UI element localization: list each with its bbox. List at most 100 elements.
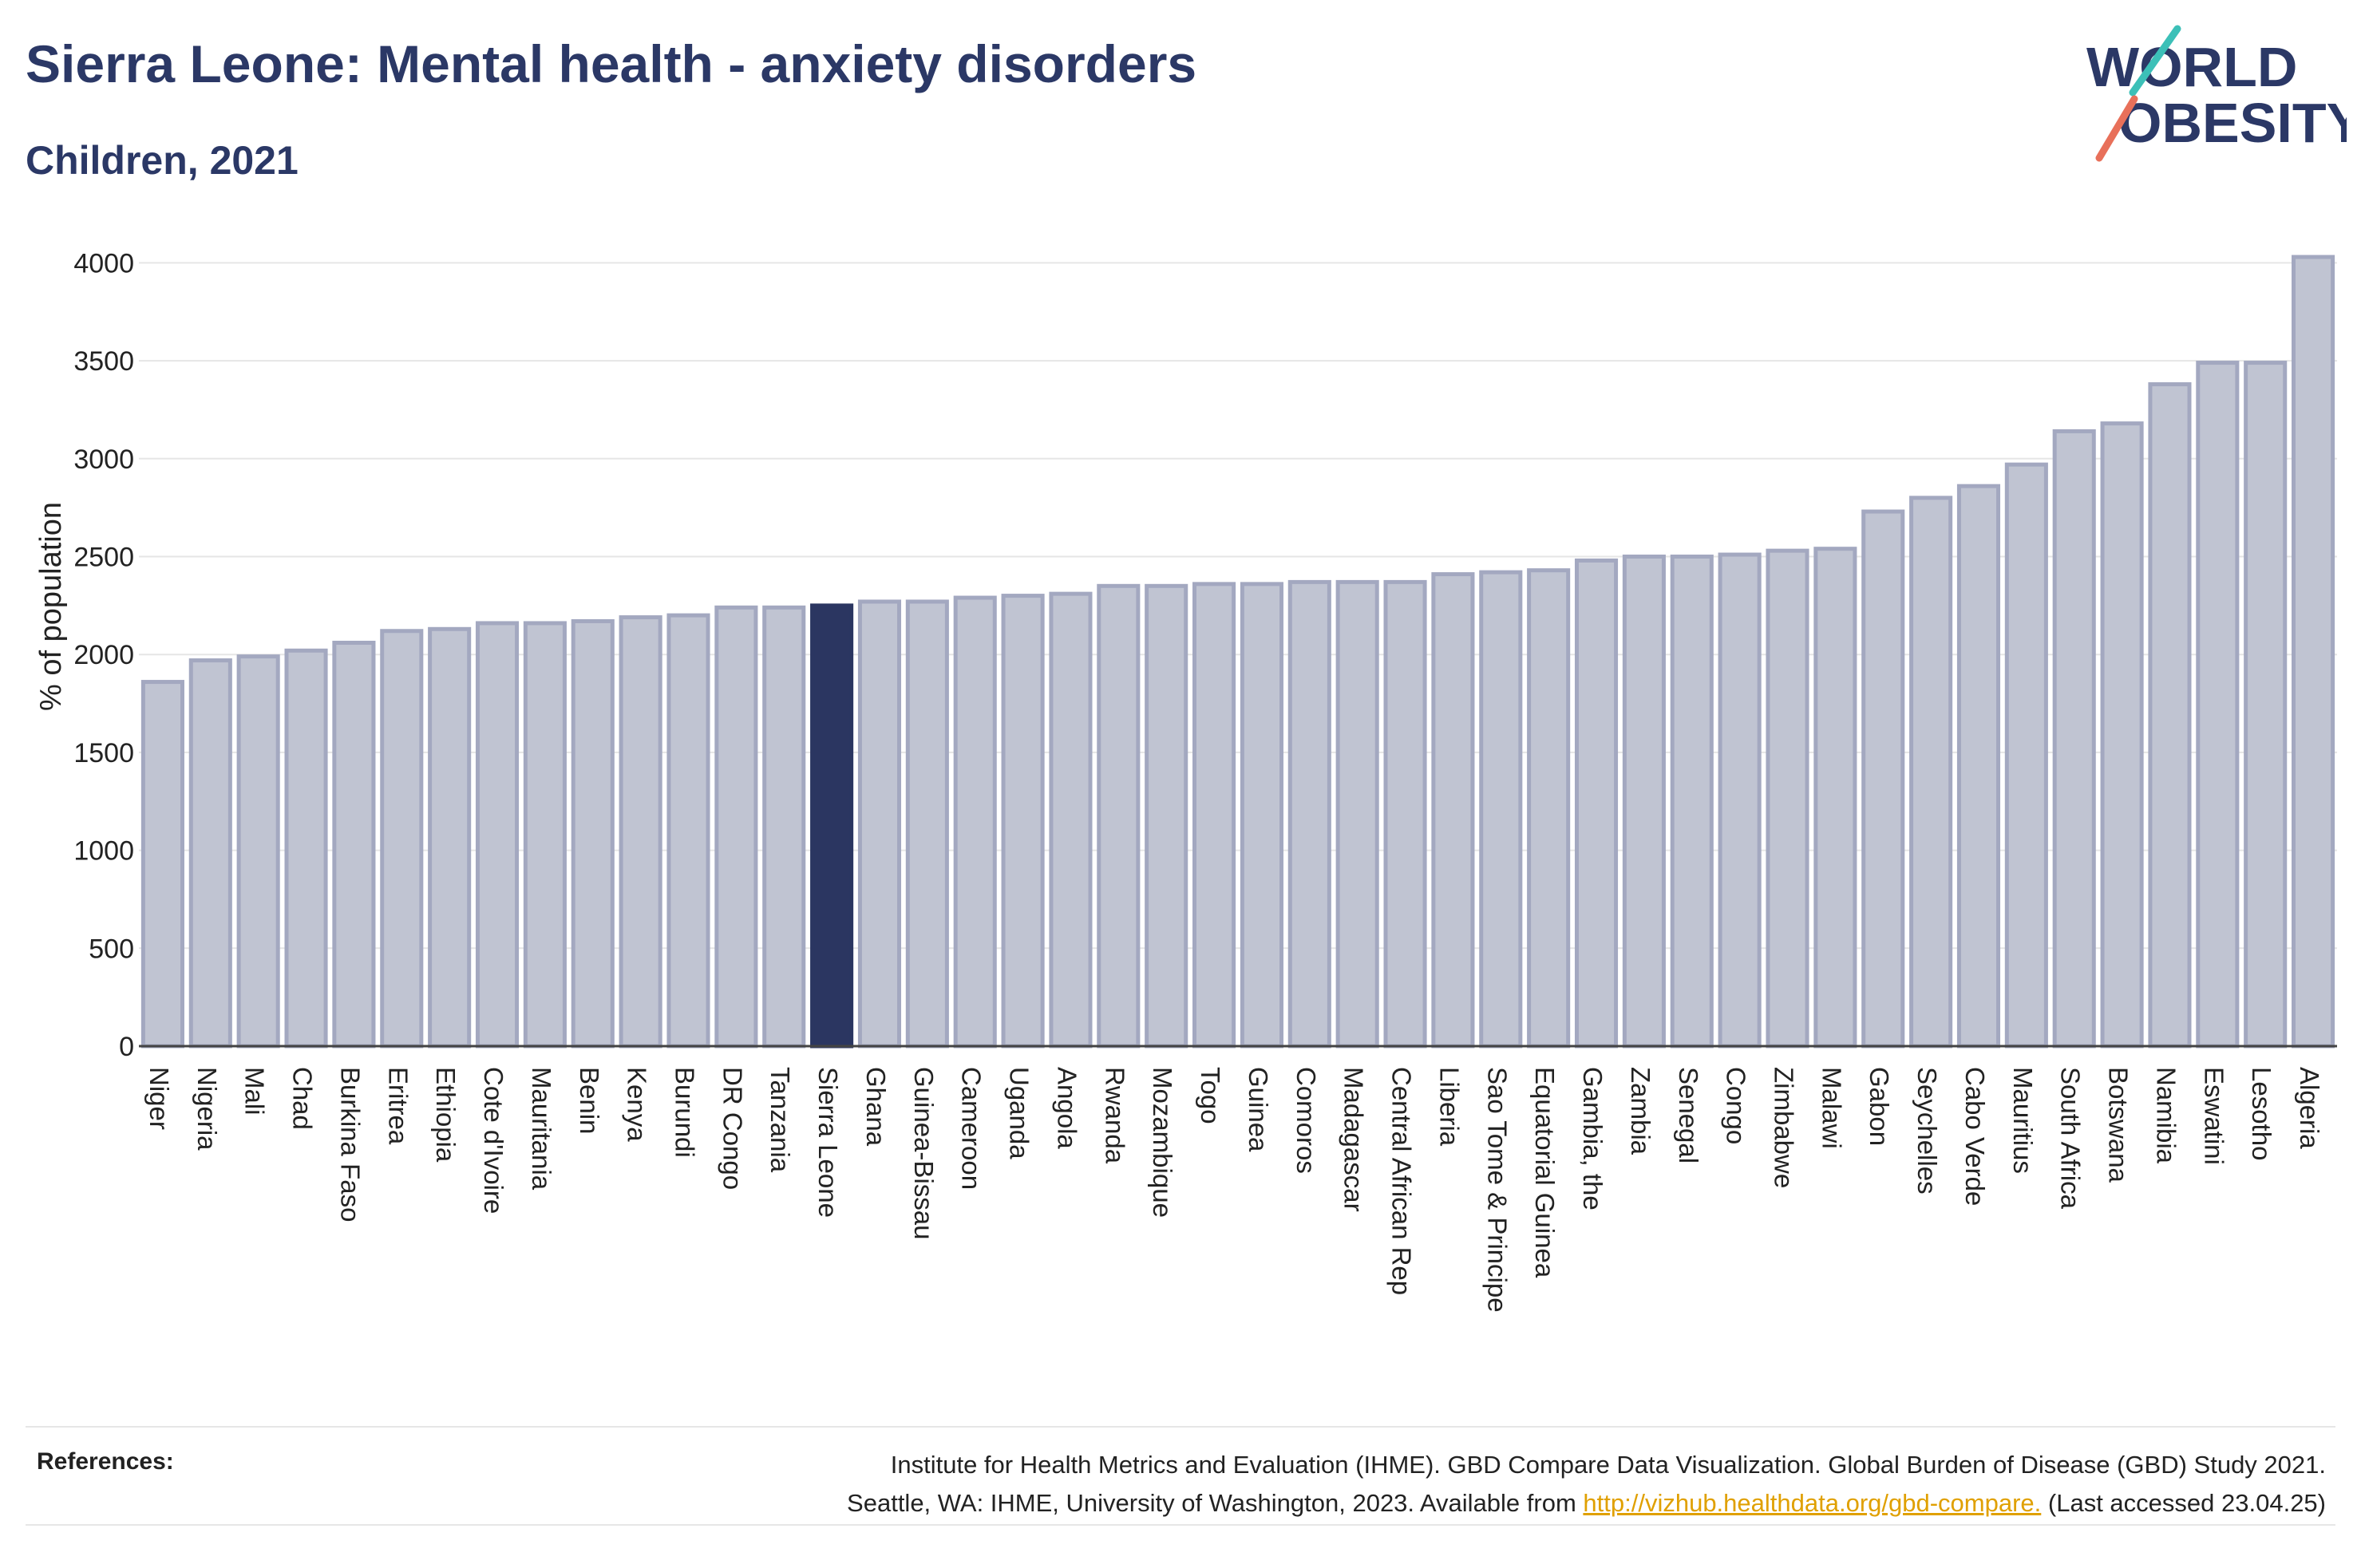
bar-central-african-rep <box>1383 579 1427 1049</box>
x-tick-label: Ethiopia <box>431 1067 461 1163</box>
x-tick-label: Cote d'Ivoire <box>479 1067 508 1214</box>
x-tick-label: Guinea <box>1244 1067 1273 1152</box>
x-tick-label: Kenya <box>623 1067 652 1142</box>
bar-chad <box>284 648 328 1049</box>
y-tick-label: 2500 <box>73 543 134 573</box>
bar-togo <box>1192 582 1236 1049</box>
y-tick-labels: 0 500 1000 1500 2000 2500 3000 3500 4000 <box>73 248 134 1062</box>
x-tick-label: Lesotho <box>2247 1067 2276 1160</box>
bars <box>140 255 2335 1049</box>
y-tick-label: 2000 <box>73 640 134 670</box>
y-tick-label: 1000 <box>73 836 134 867</box>
logo-line-2: OBESITY <box>2118 92 2347 154</box>
x-tick-label: Burkina Faso <box>335 1067 365 1222</box>
bar-equatorial-guinea <box>1527 568 1571 1049</box>
bar-congo <box>1718 552 1762 1049</box>
references-link[interactable]: http://vizhub.healthdata.org/gbd-compare… <box>1583 1489 2042 1517</box>
x-tick-label: DR Congo <box>718 1067 747 1190</box>
bar-comoros <box>1287 579 1331 1049</box>
x-tick-label: Guinea-Bissau <box>909 1067 939 1239</box>
bar-dr-congo <box>714 605 758 1049</box>
bar-mali <box>236 654 280 1049</box>
y-tick-label: 3500 <box>73 346 134 377</box>
x-tick-label: Chad <box>288 1067 318 1130</box>
bar-mauritius <box>2004 462 2048 1049</box>
references-separator-top <box>26 1426 2335 1428</box>
x-tick-label: Central African Rep <box>1387 1067 1417 1295</box>
references-line-1: Institute for Health Metrics and Evaluat… <box>890 1451 2326 1479</box>
page-title: Sierra Leone: Mental health - anxiety di… <box>26 34 1197 93</box>
bar-zimbabwe <box>1766 548 1809 1049</box>
bar-botswana <box>2100 421 2144 1049</box>
x-tick-label: Mali <box>240 1067 270 1116</box>
bar-mozambique <box>1145 583 1188 1049</box>
references-line-2-suffix: (Last accessed 23.04.25) <box>2041 1489 2326 1517</box>
y-tick-label: 1500 <box>73 738 134 768</box>
x-tick-label: Senegal <box>1674 1067 1703 1163</box>
x-tick-label: Eswatini <box>2199 1067 2229 1165</box>
x-tick-labels: Niger Nigeria Mali Chad Burkina Faso Eritrea E… <box>144 1067 2324 1313</box>
bar-namibia <box>2148 382 2192 1049</box>
bar-uganda <box>1001 594 1045 1049</box>
logo-slash-coral <box>2095 95 2138 162</box>
references-line-2-prefix: Seattle, WA: IHME, University of Washing… <box>847 1489 1584 1517</box>
y-tick-label: 500 <box>89 934 134 964</box>
logo-slash-teal <box>2129 25 2181 97</box>
x-tick-label: Rwanda <box>1100 1067 1129 1164</box>
references-line-2: Seattle, WA: IHME, University of Washing… <box>847 1484 2326 1523</box>
y-tick-label: 3000 <box>73 444 134 475</box>
x-tick-label: Malawi <box>1817 1067 1846 1149</box>
x-tick-label: Cabo Verde <box>1960 1067 1990 1206</box>
x-tick-label: Congo <box>1722 1067 1751 1144</box>
bar-madagascar <box>1335 579 1379 1049</box>
bar-south-africa <box>2052 429 2096 1049</box>
x-tick-label: Mozambique <box>1148 1067 1177 1218</box>
page-subtitle: Children, 2021 <box>26 138 299 183</box>
bar-cote-d-ivoire <box>475 621 520 1049</box>
x-tick-label: Uganda <box>1005 1067 1034 1159</box>
bar-mauritania <box>523 621 567 1049</box>
bar-nigeria <box>188 658 232 1049</box>
bar-algeria <box>2292 255 2335 1049</box>
x-tick-label: Ghana <box>861 1067 891 1147</box>
bar-ethiopia <box>428 626 472 1049</box>
references-label: References: <box>37 1448 174 1475</box>
bar-sao-tome-principe <box>1479 570 1523 1049</box>
bar-eritrea <box>380 629 424 1049</box>
y-tick-label: 0 <box>119 1032 134 1062</box>
x-tick-label: Angola <box>1052 1067 1082 1149</box>
x-tick-label: Gabon <box>1865 1067 1894 1146</box>
x-tick-label: Zambia <box>1626 1067 1655 1155</box>
bar-ghana <box>857 599 902 1049</box>
logo-line-1: WORLD <box>2086 36 2297 98</box>
bar-cabo-verde <box>1956 484 2001 1049</box>
bar-seychelles <box>1909 496 1953 1049</box>
references-text: Institute for Health Metrics and Evaluat… <box>847 1446 2326 1523</box>
bar-malawi <box>1813 547 1857 1049</box>
x-tick-label: Burundi <box>670 1067 700 1158</box>
bar-niger <box>140 680 184 1049</box>
x-tick-label: Tanzania <box>765 1067 795 1173</box>
bar-gabon <box>1861 509 1905 1049</box>
x-tick-label: Cameroon <box>957 1067 987 1190</box>
references-separator-bottom <box>26 1524 2335 1526</box>
bar-burundi <box>666 613 710 1049</box>
world-obesity-logo: WORLD OBESITY <box>2086 25 2347 162</box>
bar-benin <box>571 618 615 1049</box>
bar-angola <box>1049 591 1093 1049</box>
x-tick-label: Sao Tome & Principe <box>1482 1067 1512 1313</box>
bar-tanzania <box>762 605 806 1049</box>
bar-zambia <box>1622 555 1666 1049</box>
y-tick-label: 4000 <box>73 248 134 278</box>
bar-kenya <box>619 615 662 1049</box>
x-tick-label: Mauritius <box>2008 1067 2038 1174</box>
x-tick-label: Mauritania <box>527 1067 556 1191</box>
x-tick-label: South Africa <box>2056 1067 2086 1210</box>
x-tick-label: Comoros <box>1291 1067 1321 1174</box>
bar-liberia <box>1431 572 1475 1049</box>
y-axis-label: % of population <box>34 502 68 711</box>
x-tick-label: Equatorial Guinea <box>1530 1067 1560 1278</box>
x-tick-label: Madagascar <box>1339 1067 1369 1212</box>
x-tick-label: Seychelles <box>1912 1067 1942 1195</box>
